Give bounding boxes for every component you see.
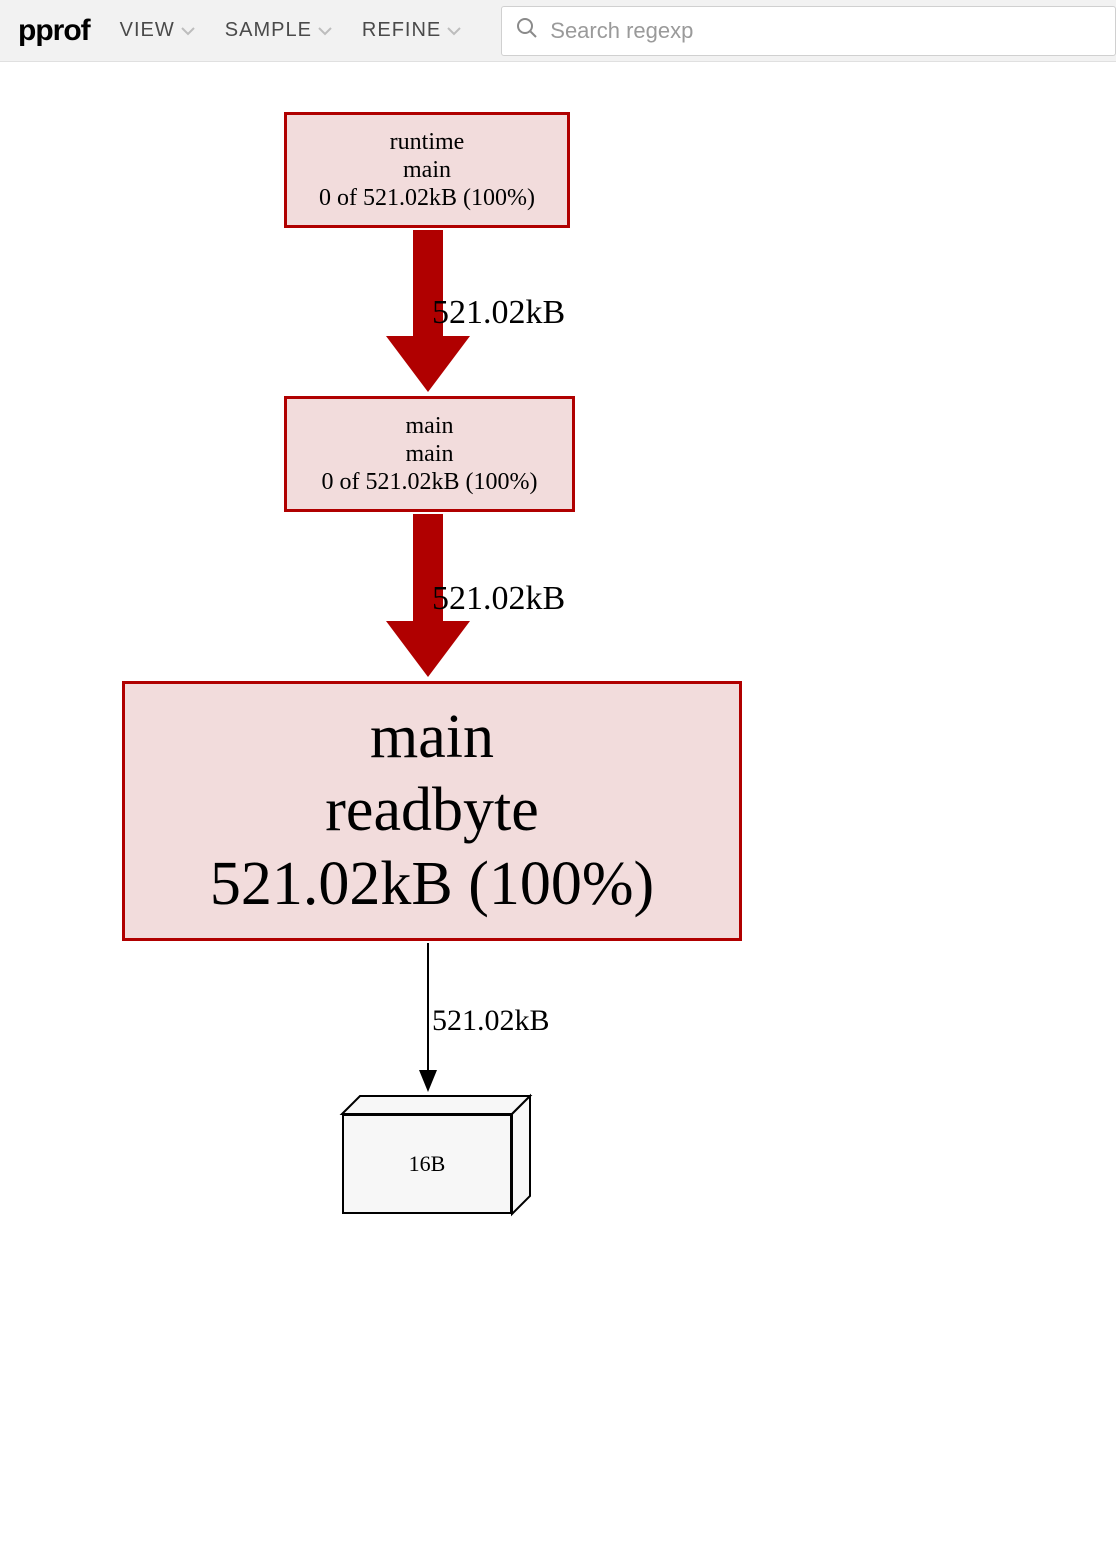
node-line: 0 of 521.02kB (100%): [287, 468, 572, 496]
node-line: main: [287, 440, 572, 468]
node-line: readbyte: [125, 774, 739, 847]
graph-node-main-main[interactable]: main main 0 of 521.02kB (100%): [284, 396, 575, 512]
node-line: 521.02kB (100%): [125, 848, 739, 921]
node-line: 0 of 521.02kB (100%): [287, 184, 567, 212]
app-logo: pprof: [18, 14, 90, 48]
chevron-down-icon: [318, 26, 332, 36]
edge-label: 521.02kB: [432, 580, 565, 618]
graph-node-runtime-main[interactable]: runtime main 0 of 521.02kB (100%): [284, 112, 570, 228]
graph-node-main-readbyte[interactable]: main readbyte 521.02kB (100%): [122, 681, 742, 941]
menu-sample-label: SAMPLE: [225, 19, 312, 42]
node-line: main: [287, 412, 572, 440]
node-line: main: [125, 701, 739, 774]
node-line: main: [287, 156, 567, 184]
search-box[interactable]: [501, 6, 1116, 56]
node-line: runtime: [287, 128, 567, 156]
cube-front-face: 16B: [342, 1114, 512, 1214]
edge-label: 521.02kB: [432, 1004, 550, 1038]
chevron-down-icon: [447, 26, 461, 36]
menu-refine[interactable]: REFINE: [362, 19, 461, 42]
chevron-down-icon: [181, 26, 195, 36]
menu-view-label: VIEW: [120, 19, 175, 42]
menu-sample[interactable]: SAMPLE: [225, 19, 332, 42]
graph-canvas: runtime main 0 of 521.02kB (100%) main m…: [0, 62, 1116, 1558]
graph-node-end-cube[interactable]: 16B: [342, 1096, 530, 1214]
header-bar: pprof VIEW SAMPLE REFINE: [0, 0, 1116, 62]
search-icon: [516, 17, 538, 44]
search-input[interactable]: [550, 18, 1101, 44]
menu-refine-label: REFINE: [362, 19, 441, 42]
edge-label: 521.02kB: [432, 294, 565, 332]
cube-label: 16B: [409, 1151, 446, 1177]
menu-view[interactable]: VIEW: [120, 19, 195, 42]
